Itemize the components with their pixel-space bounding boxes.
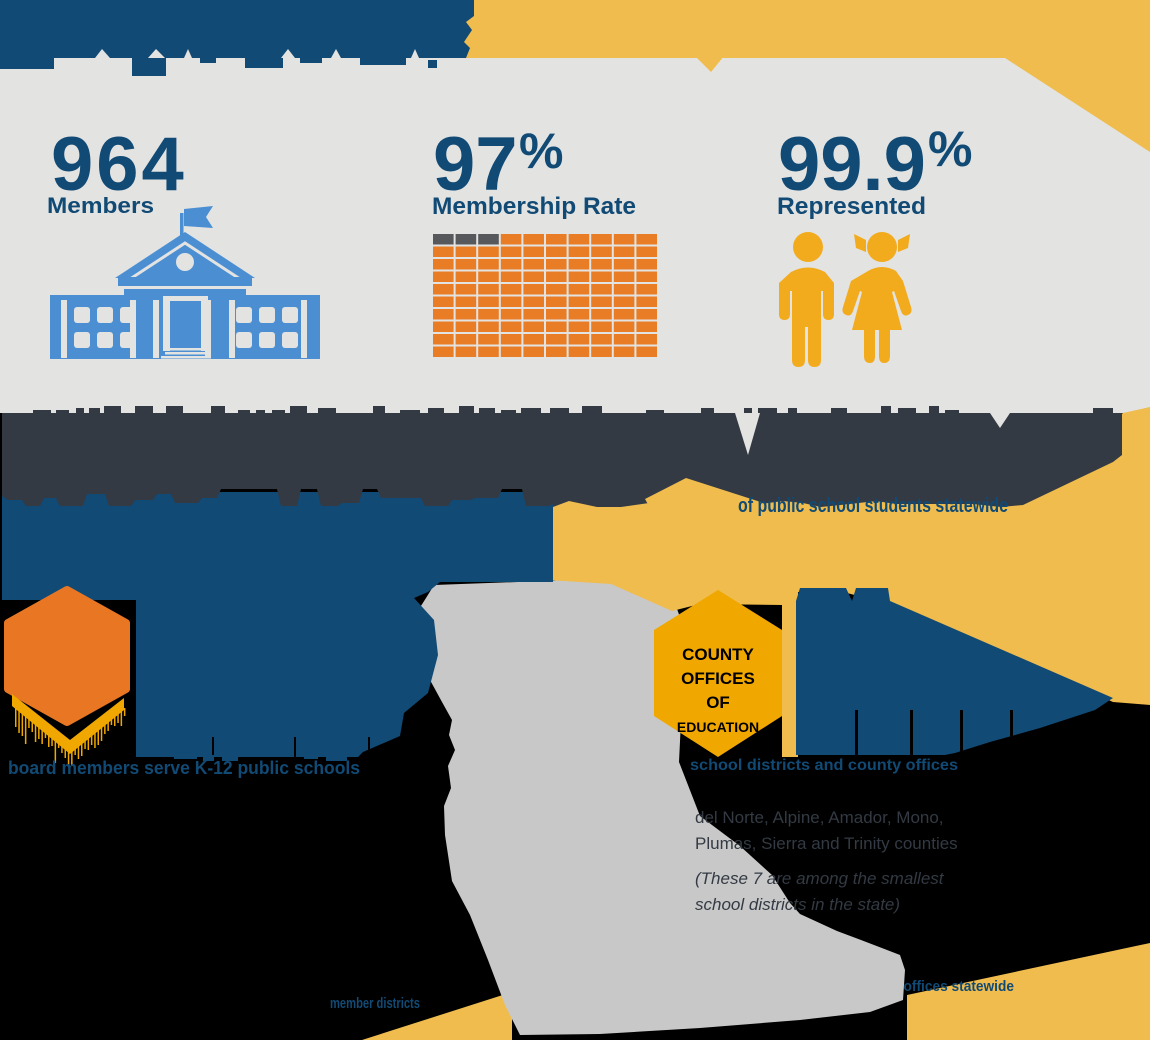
svg-text:OF: OF bbox=[706, 693, 730, 712]
svg-text:%: % bbox=[928, 121, 972, 177]
svg-text:school districts and county of: school districts and county offices bbox=[690, 757, 958, 774]
svg-text:EDUCATION: EDUCATION bbox=[677, 719, 759, 735]
svg-text:COUNTY: COUNTY bbox=[682, 645, 754, 664]
svg-text:Members: Members bbox=[47, 193, 154, 218]
svg-text:Represented: Represented bbox=[777, 193, 926, 220]
svg-text:97: 97 bbox=[433, 122, 518, 207]
svg-text:of public school students stat: of public school students statewide bbox=[738, 495, 1008, 517]
svg-text:Membership Rate: Membership Rate bbox=[432, 193, 636, 220]
svg-text:%: % bbox=[519, 123, 563, 179]
svg-text:(These 7 are among the smalles: (These 7 are among the smallest bbox=[695, 869, 945, 888]
svg-text:99.9: 99.9 bbox=[778, 122, 926, 207]
svg-text:del Norte, Alpine, Amador, Mon: del Norte, Alpine, Amador, Mono, bbox=[695, 808, 944, 827]
svg-text:OFFICES: OFFICES bbox=[681, 669, 755, 688]
svg-text:school districts in the state): school districts in the state) bbox=[695, 895, 900, 914]
svg-text:Plumas, Sierra and Trinity cou: Plumas, Sierra and Trinity counties bbox=[695, 834, 958, 853]
svg-text:member districts: member districts bbox=[330, 995, 420, 1012]
svg-text:board members serve K-12 publi: board members serve K-12 public schools bbox=[8, 758, 360, 778]
svg-text:964: 964 bbox=[51, 122, 187, 207]
